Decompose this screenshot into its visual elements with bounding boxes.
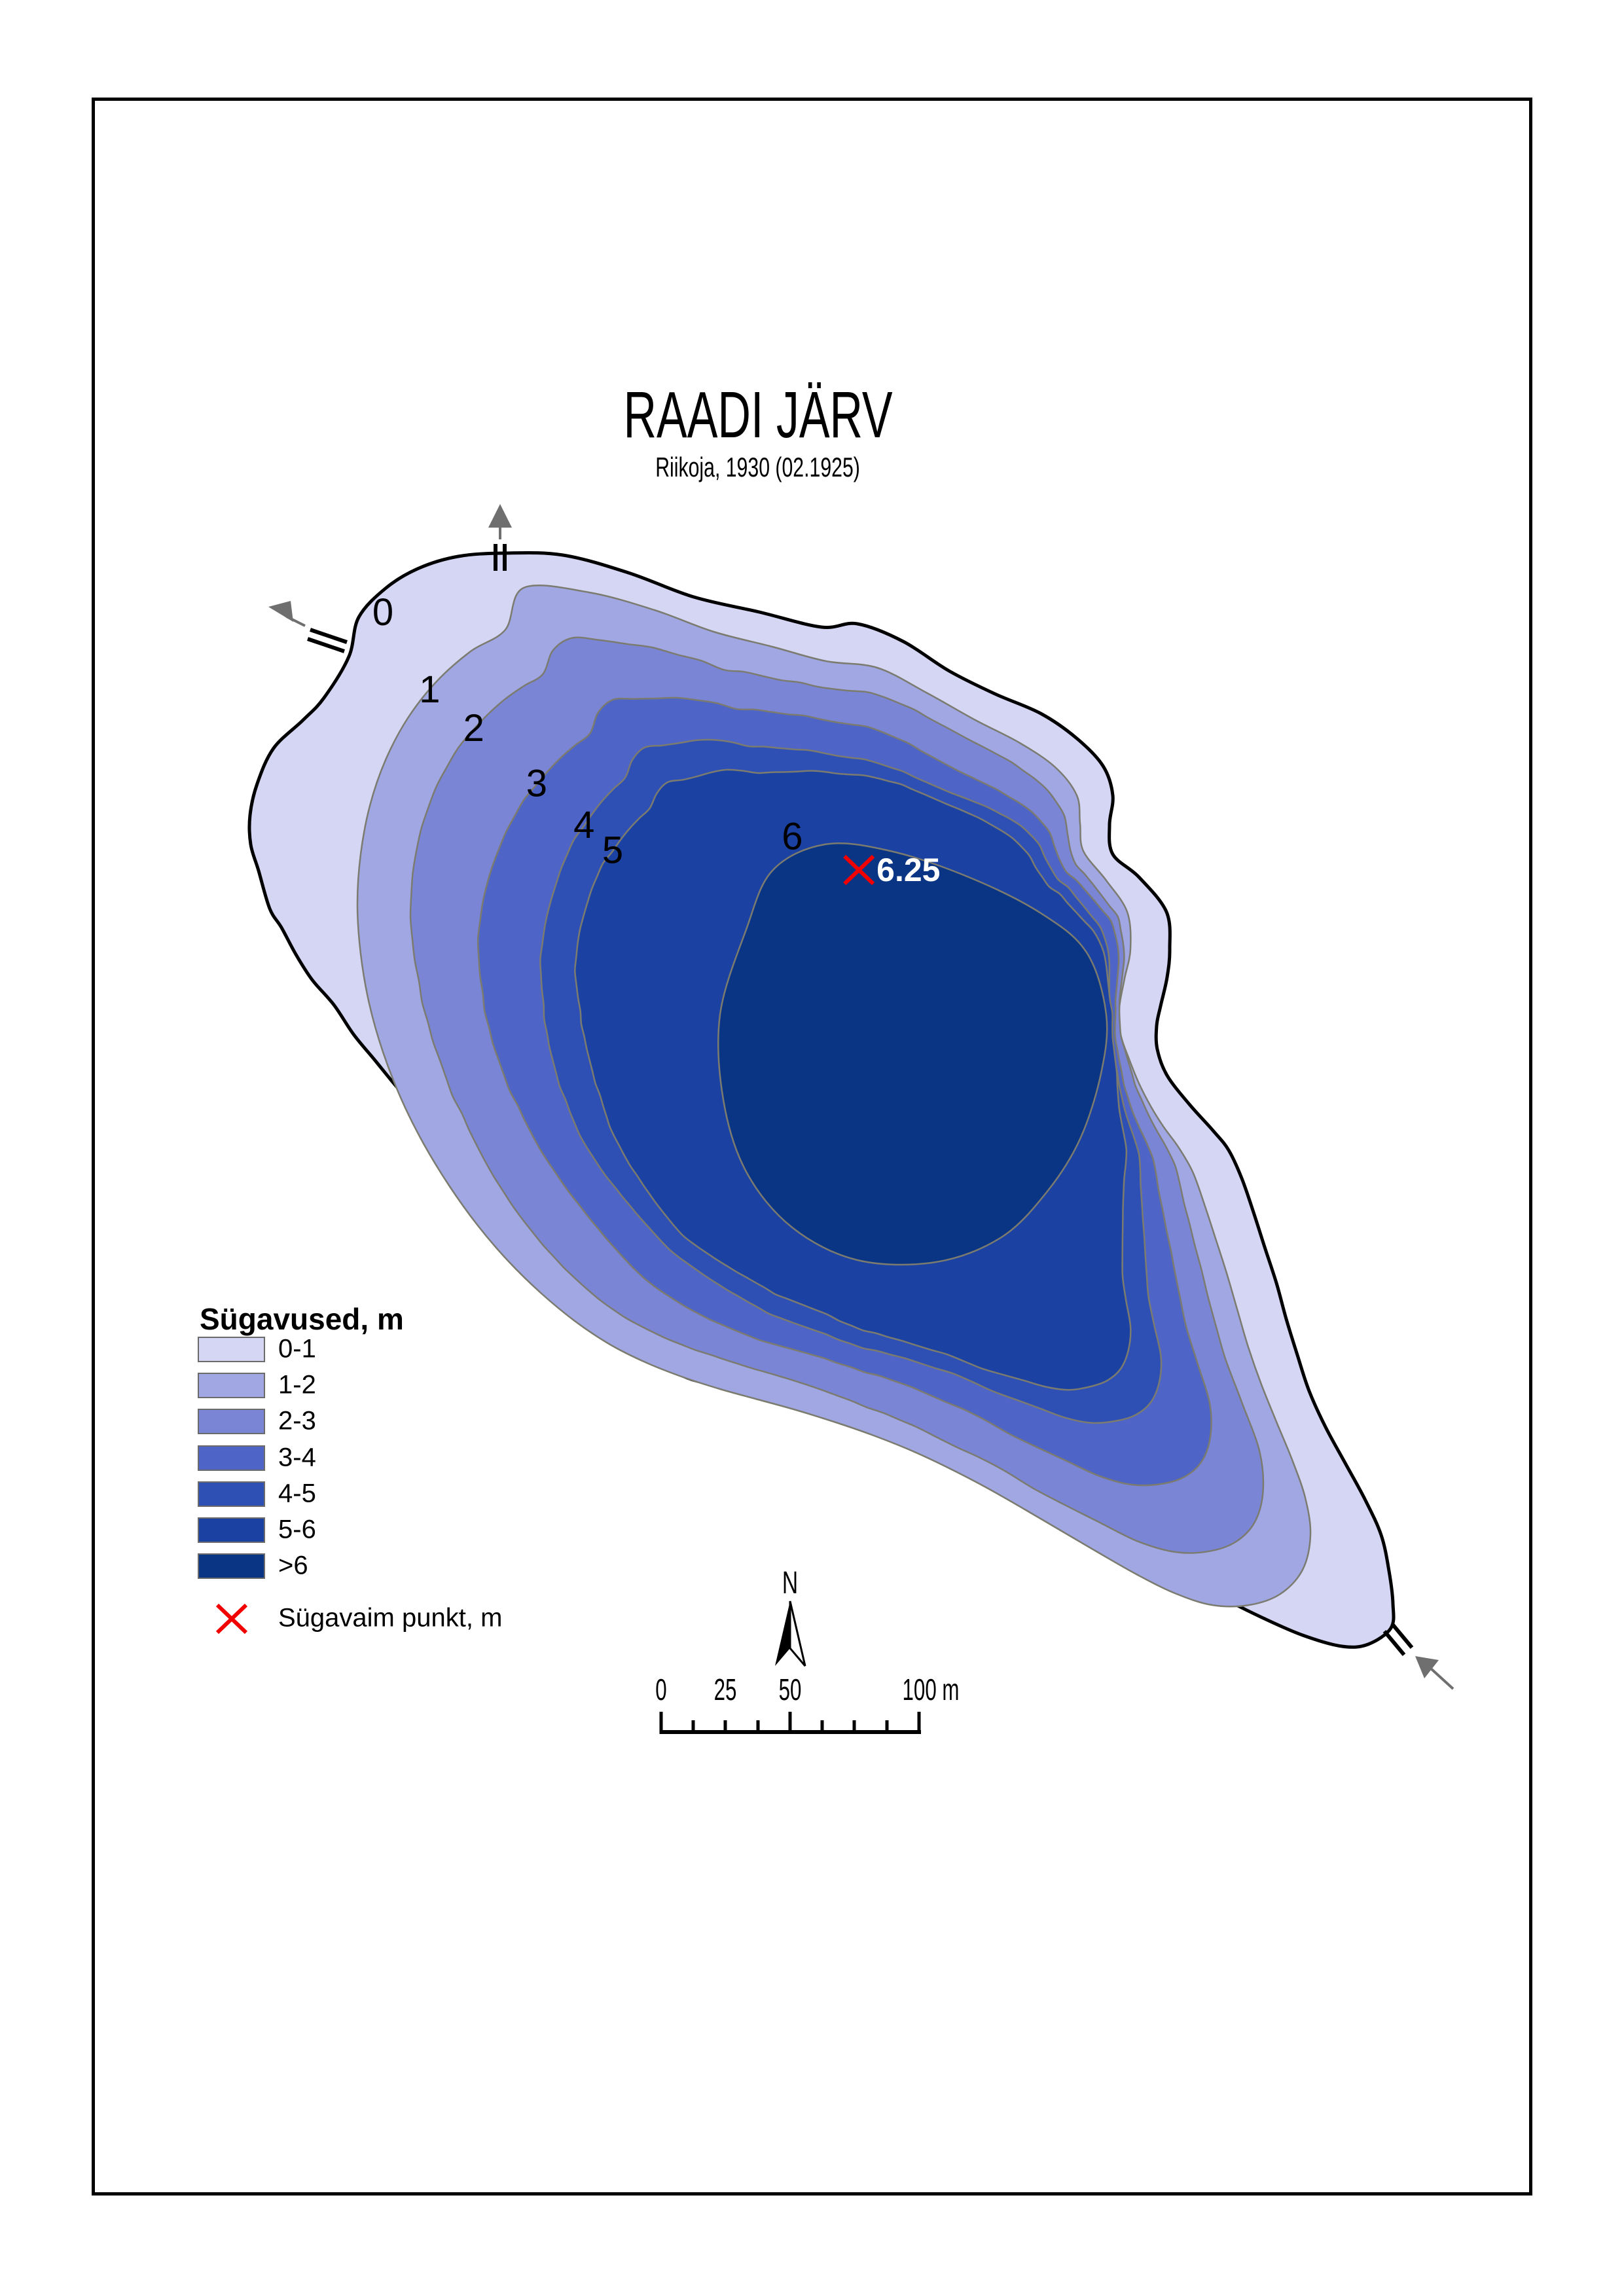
legend-swatch xyxy=(198,1517,265,1543)
contour-label-5: 5 xyxy=(602,829,623,871)
scale-bar-label: 25 xyxy=(714,1673,737,1707)
depth-zone-over-6-contour-6m xyxy=(717,842,1108,1266)
page-subtitle: Riikoja, 1930 (02.1925) xyxy=(655,452,861,482)
deepest-point-x-marker xyxy=(843,854,875,886)
legend-swatch xyxy=(198,1373,265,1399)
scale-bar-major-tick xyxy=(659,1712,663,1734)
legend-swatch xyxy=(198,1409,265,1435)
inflow-arrow-southeast-head xyxy=(1415,1656,1439,1678)
legend-item-label: 0-1 xyxy=(278,1334,316,1364)
legend-item-label: 3-4 xyxy=(278,1443,316,1472)
contour-label-0: 0 xyxy=(372,591,393,634)
inflow-channel-southeast xyxy=(1382,1630,1406,1656)
scale-label-group: 25 xyxy=(714,1673,737,1707)
contour-label-1: 1 xyxy=(419,668,440,711)
scale-bar-label: 50 xyxy=(779,1673,802,1707)
legend-item-label: 5-6 xyxy=(278,1515,316,1544)
legend-swatch xyxy=(198,1481,265,1507)
contour-label-4: 4 xyxy=(573,804,594,846)
contour-label-2: 2 xyxy=(463,707,484,750)
legend-swatch xyxy=(198,1553,265,1580)
scale-bar-minor-tick xyxy=(820,1720,824,1734)
legend-swatch xyxy=(198,1337,265,1362)
legend-item-label: >6 xyxy=(278,1551,308,1580)
north-arrow-label-group: N xyxy=(782,1564,798,1600)
outflow-channel-west xyxy=(310,628,348,644)
legend-item-label: 4-5 xyxy=(278,1479,316,1508)
outflow-channel-west xyxy=(307,637,345,653)
inflow-arrow-southeast xyxy=(1430,1667,1454,1690)
scale-bar-major-tick xyxy=(788,1712,792,1734)
outflow-arrow-north-head xyxy=(488,504,512,528)
deepest-point-x-icon xyxy=(215,1604,248,1635)
scale-bar-minor-tick xyxy=(852,1720,856,1734)
scale-bar-minor-tick xyxy=(723,1720,727,1734)
deepest-point-legend-label: Sügavaim punkt, m xyxy=(278,1603,503,1633)
legend-item-label: 2-3 xyxy=(278,1406,316,1436)
contour-label-6: 6 xyxy=(782,815,803,858)
north-arrow-right-half xyxy=(789,1600,806,1667)
deepest-point-value: 6.25 xyxy=(876,852,940,888)
legend-deepest-point-item: Sügavaim punkt, m xyxy=(198,1604,502,1635)
scale-bar-minor-tick xyxy=(885,1720,889,1734)
title-block: RAADI JÄRV Riikoja, 1930 (02.1925) xyxy=(566,381,950,482)
legend-title: Sügavused, m xyxy=(200,1302,404,1336)
legend-item-label: 1-2 xyxy=(278,1370,316,1400)
scale-bar-label: 0 xyxy=(655,1673,666,1707)
scale-label-group: 0 xyxy=(655,1673,666,1707)
north-arrow-left-half xyxy=(775,1601,790,1666)
scale-label-group: 100 m xyxy=(903,1673,960,1707)
scale-label-group: 50 xyxy=(779,1673,802,1707)
scale-bar-minor-tick xyxy=(756,1720,760,1734)
depth-legend: Sügavused, m 0-1 1-2 2-3 3-4 4-5 5-6 >6 Sügavai… xyxy=(198,1301,502,1635)
scale-bar-end-label: 100 m xyxy=(903,1673,960,1707)
north-label: N xyxy=(782,1564,798,1600)
legend-swatch xyxy=(198,1445,265,1471)
inflow-channel-southeast xyxy=(1390,1623,1414,1649)
scale-bar-minor-tick xyxy=(691,1720,695,1734)
outflow-arrow-west-head xyxy=(268,601,293,622)
scale-bar-major-tick xyxy=(917,1712,921,1734)
map-frame-border xyxy=(92,98,1532,2196)
contour-label-3: 3 xyxy=(526,762,547,804)
page-title: RAADI JÄRV xyxy=(623,378,893,452)
